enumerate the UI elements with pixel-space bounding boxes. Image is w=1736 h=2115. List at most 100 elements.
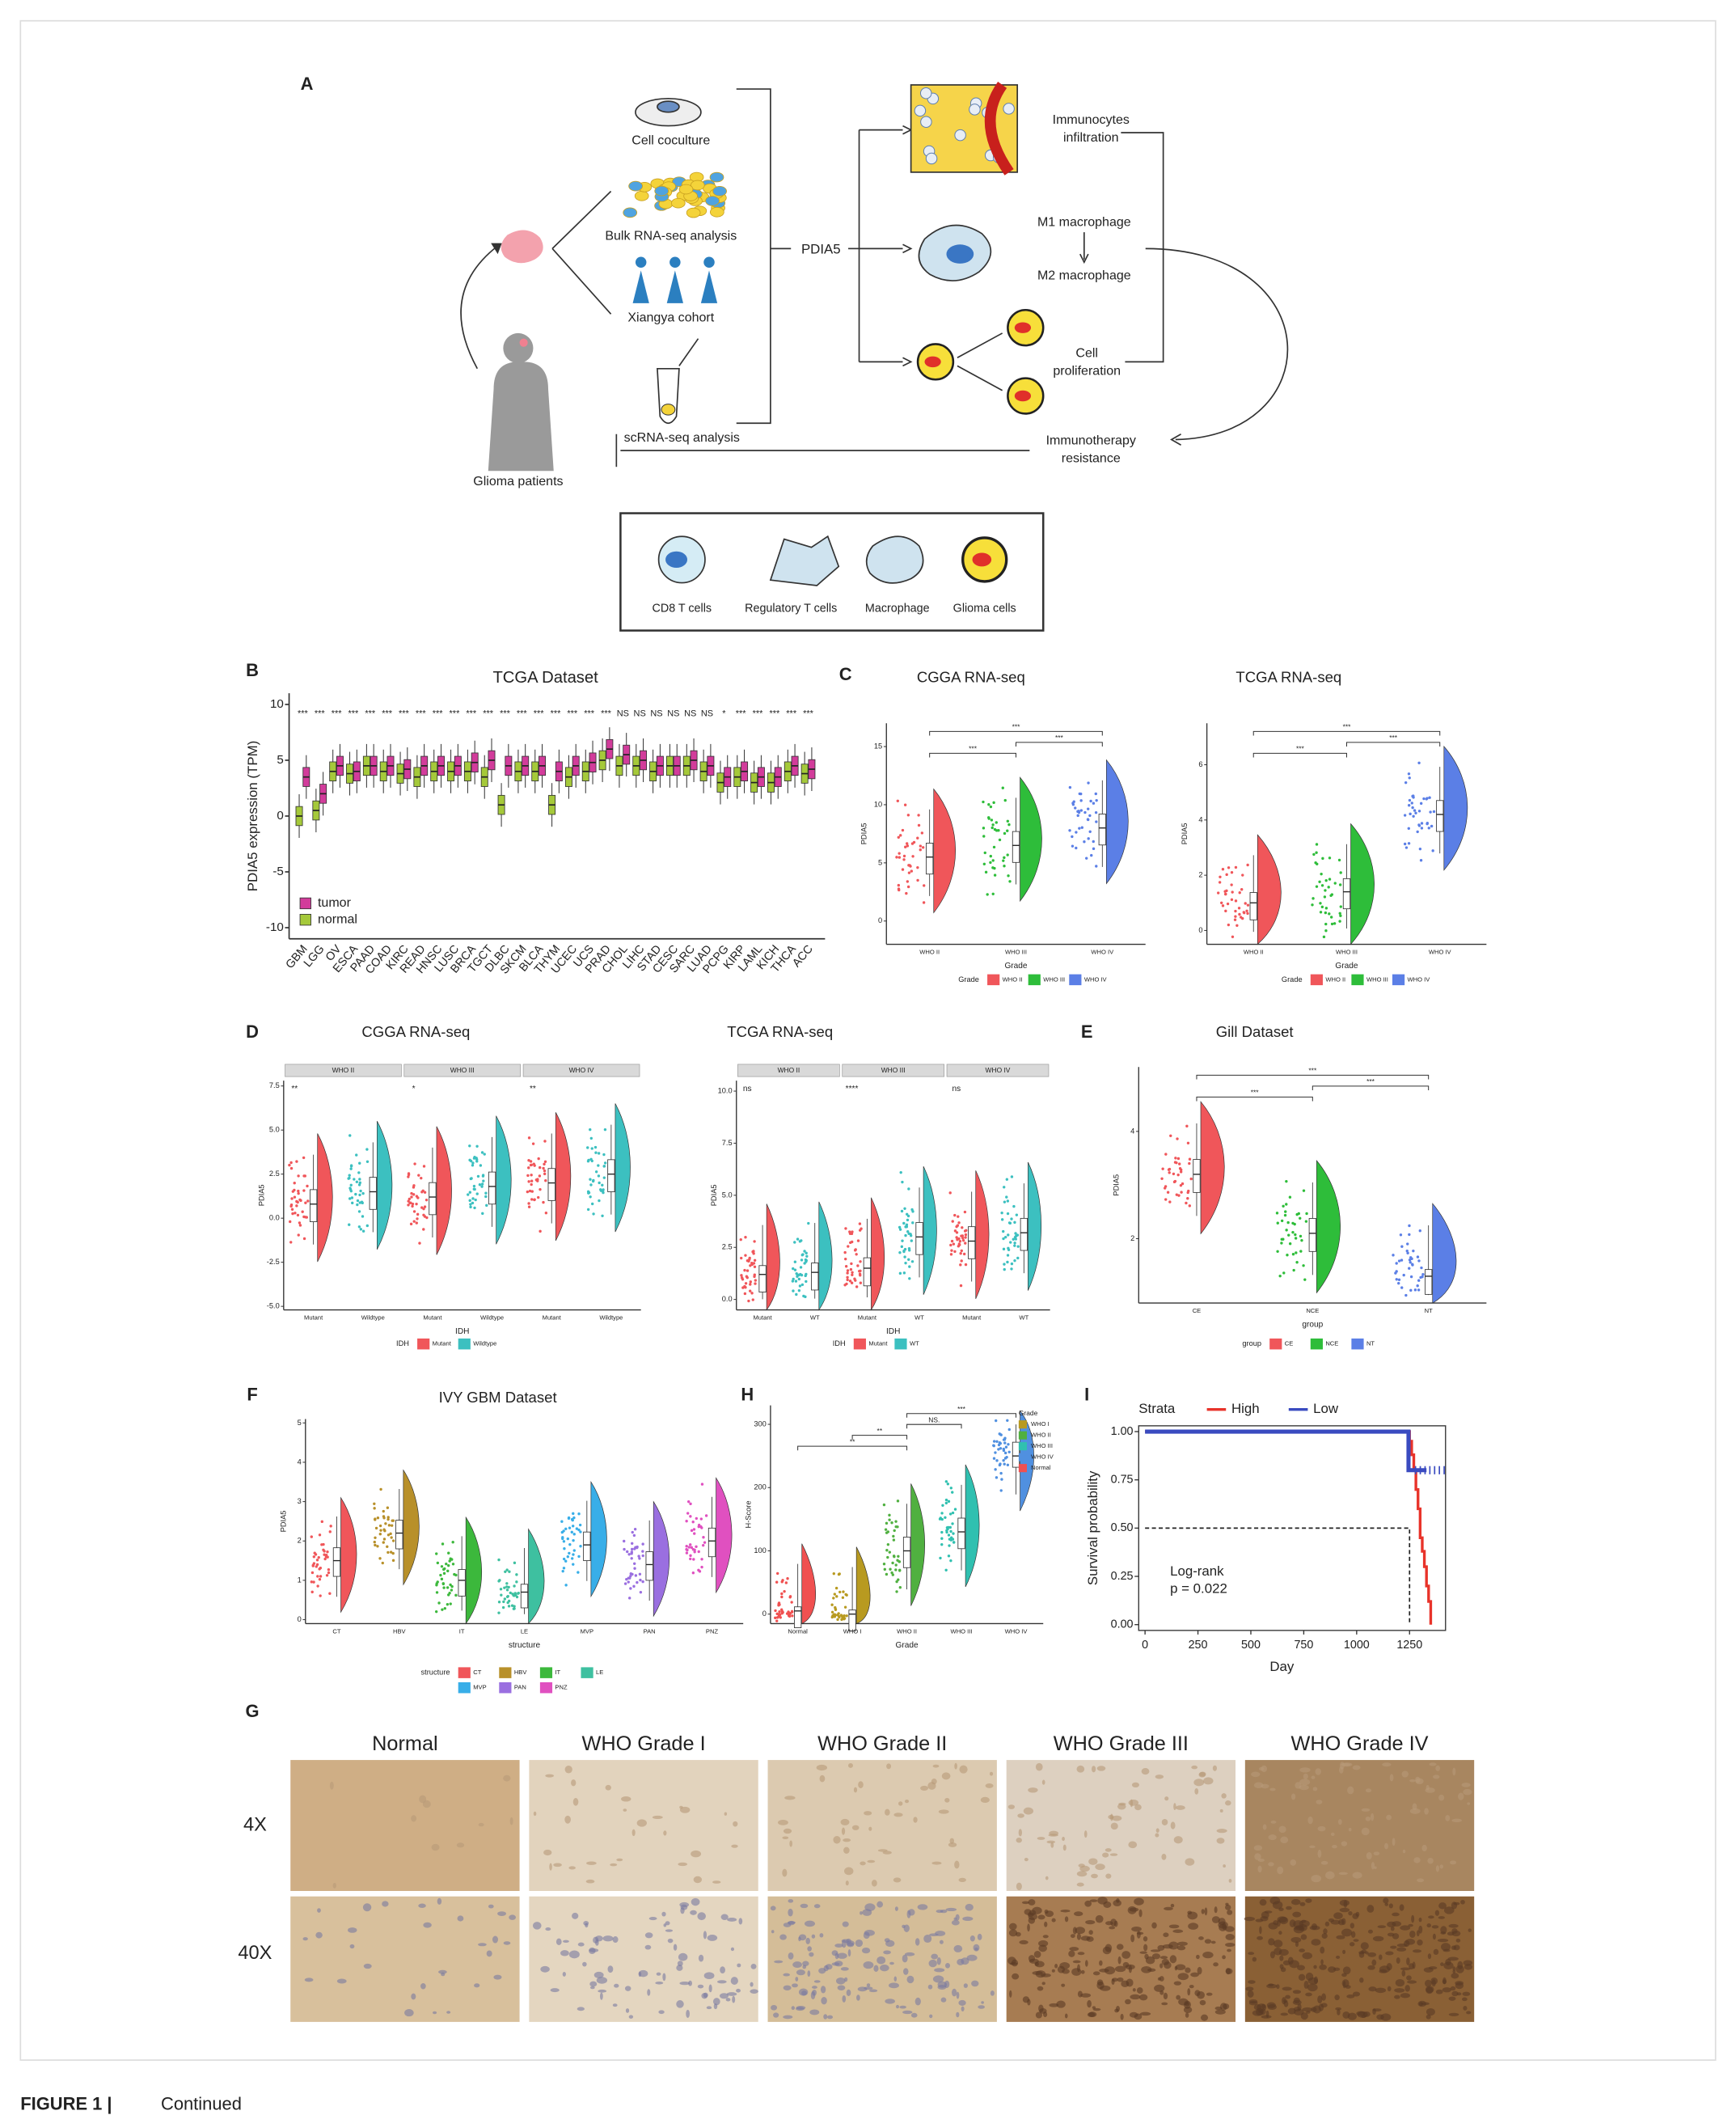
point (1216, 891, 1220, 895)
texture (1092, 1766, 1096, 1773)
point (623, 1547, 626, 1551)
point (1282, 1237, 1285, 1241)
texture (1448, 1996, 1456, 2001)
point (999, 1441, 1003, 1445)
point (1284, 1210, 1287, 1213)
box (915, 1222, 923, 1255)
point (888, 1518, 891, 1521)
point (951, 1511, 955, 1515)
point (302, 1156, 306, 1160)
texture (1134, 1804, 1142, 1811)
point (1320, 884, 1324, 887)
y-tick-label: 15 (874, 742, 882, 751)
point (1304, 1220, 1308, 1223)
point (1302, 1264, 1305, 1267)
petri-cells (657, 100, 680, 113)
point (958, 1240, 962, 1243)
point (310, 1580, 314, 1584)
texture (883, 1950, 891, 1955)
point (1425, 797, 1428, 801)
texture (845, 1880, 849, 1886)
facet-strip (737, 1064, 840, 1077)
texture (868, 1826, 872, 1831)
point (318, 1578, 322, 1581)
point (903, 1207, 906, 1210)
texture (1384, 1902, 1389, 1906)
texture (610, 1863, 618, 1867)
texture (1172, 1929, 1184, 1933)
point (907, 1258, 910, 1261)
y-tick-label: 4 (1198, 815, 1202, 823)
point (589, 1128, 592, 1132)
point (888, 1550, 892, 1554)
violin (1350, 823, 1375, 945)
texture (1143, 1935, 1148, 1942)
point (422, 1228, 425, 1231)
texture (1406, 1975, 1412, 1981)
point (703, 1541, 707, 1544)
point (1327, 886, 1330, 889)
texture (1447, 1931, 1455, 1936)
point (982, 800, 985, 804)
texture (726, 1992, 737, 1996)
texture (532, 1922, 542, 1930)
texture (1375, 1987, 1387, 1994)
bulk-cell (634, 190, 649, 201)
facet-label: WHO IV (986, 1066, 1011, 1074)
texture (837, 1985, 846, 1990)
label: Cell (1075, 345, 1098, 360)
point (1418, 1229, 1421, 1233)
texture (1404, 1985, 1410, 1992)
point (1002, 1247, 1006, 1251)
legend-label: WHO II (1003, 975, 1023, 983)
texture (1280, 1967, 1286, 1973)
texture (1037, 1986, 1044, 1991)
point (886, 1530, 890, 1533)
legend-key (1018, 1453, 1027, 1461)
texture (843, 1838, 851, 1842)
legend-label: Low (1313, 1401, 1339, 1416)
texture (807, 1946, 812, 1952)
texture (1216, 1838, 1225, 1844)
texture (860, 1861, 866, 1866)
texture (1088, 1930, 1093, 1935)
point (700, 1483, 704, 1486)
texture (1277, 1866, 1284, 1875)
point (1010, 1217, 1013, 1220)
violin (403, 1469, 420, 1586)
point (1419, 802, 1423, 806)
label: F (247, 1385, 257, 1405)
point (1006, 853, 1009, 857)
point (1246, 863, 1249, 867)
y-tick-label: 10 (874, 800, 882, 808)
bulk-cell (628, 180, 643, 192)
point (381, 1561, 384, 1565)
label: -10 (266, 920, 284, 934)
row-label: 4X (243, 1814, 267, 1835)
point (1295, 1251, 1298, 1254)
texture (1151, 1922, 1157, 1929)
point (1291, 1253, 1295, 1256)
texture (1037, 1837, 1045, 1840)
texture (730, 1947, 735, 1952)
point (846, 1269, 850, 1272)
bulk-cell (686, 207, 701, 218)
texture (1301, 1919, 1307, 1923)
point (1226, 902, 1230, 906)
point (890, 1521, 893, 1525)
texture (974, 1948, 978, 1951)
point (353, 1178, 356, 1181)
y-tick-label: 2.5 (269, 1170, 280, 1178)
point (1420, 1266, 1423, 1270)
texture (1461, 1783, 1471, 1787)
point (357, 1171, 361, 1174)
texture (1049, 2003, 1059, 2007)
point (843, 1250, 847, 1254)
point (1009, 1241, 1012, 1244)
texture (688, 1980, 692, 1986)
texture (1452, 1767, 1456, 1776)
point (1088, 830, 1092, 833)
texture (1223, 1864, 1226, 1868)
point (1400, 1258, 1404, 1262)
point (1417, 824, 1421, 827)
